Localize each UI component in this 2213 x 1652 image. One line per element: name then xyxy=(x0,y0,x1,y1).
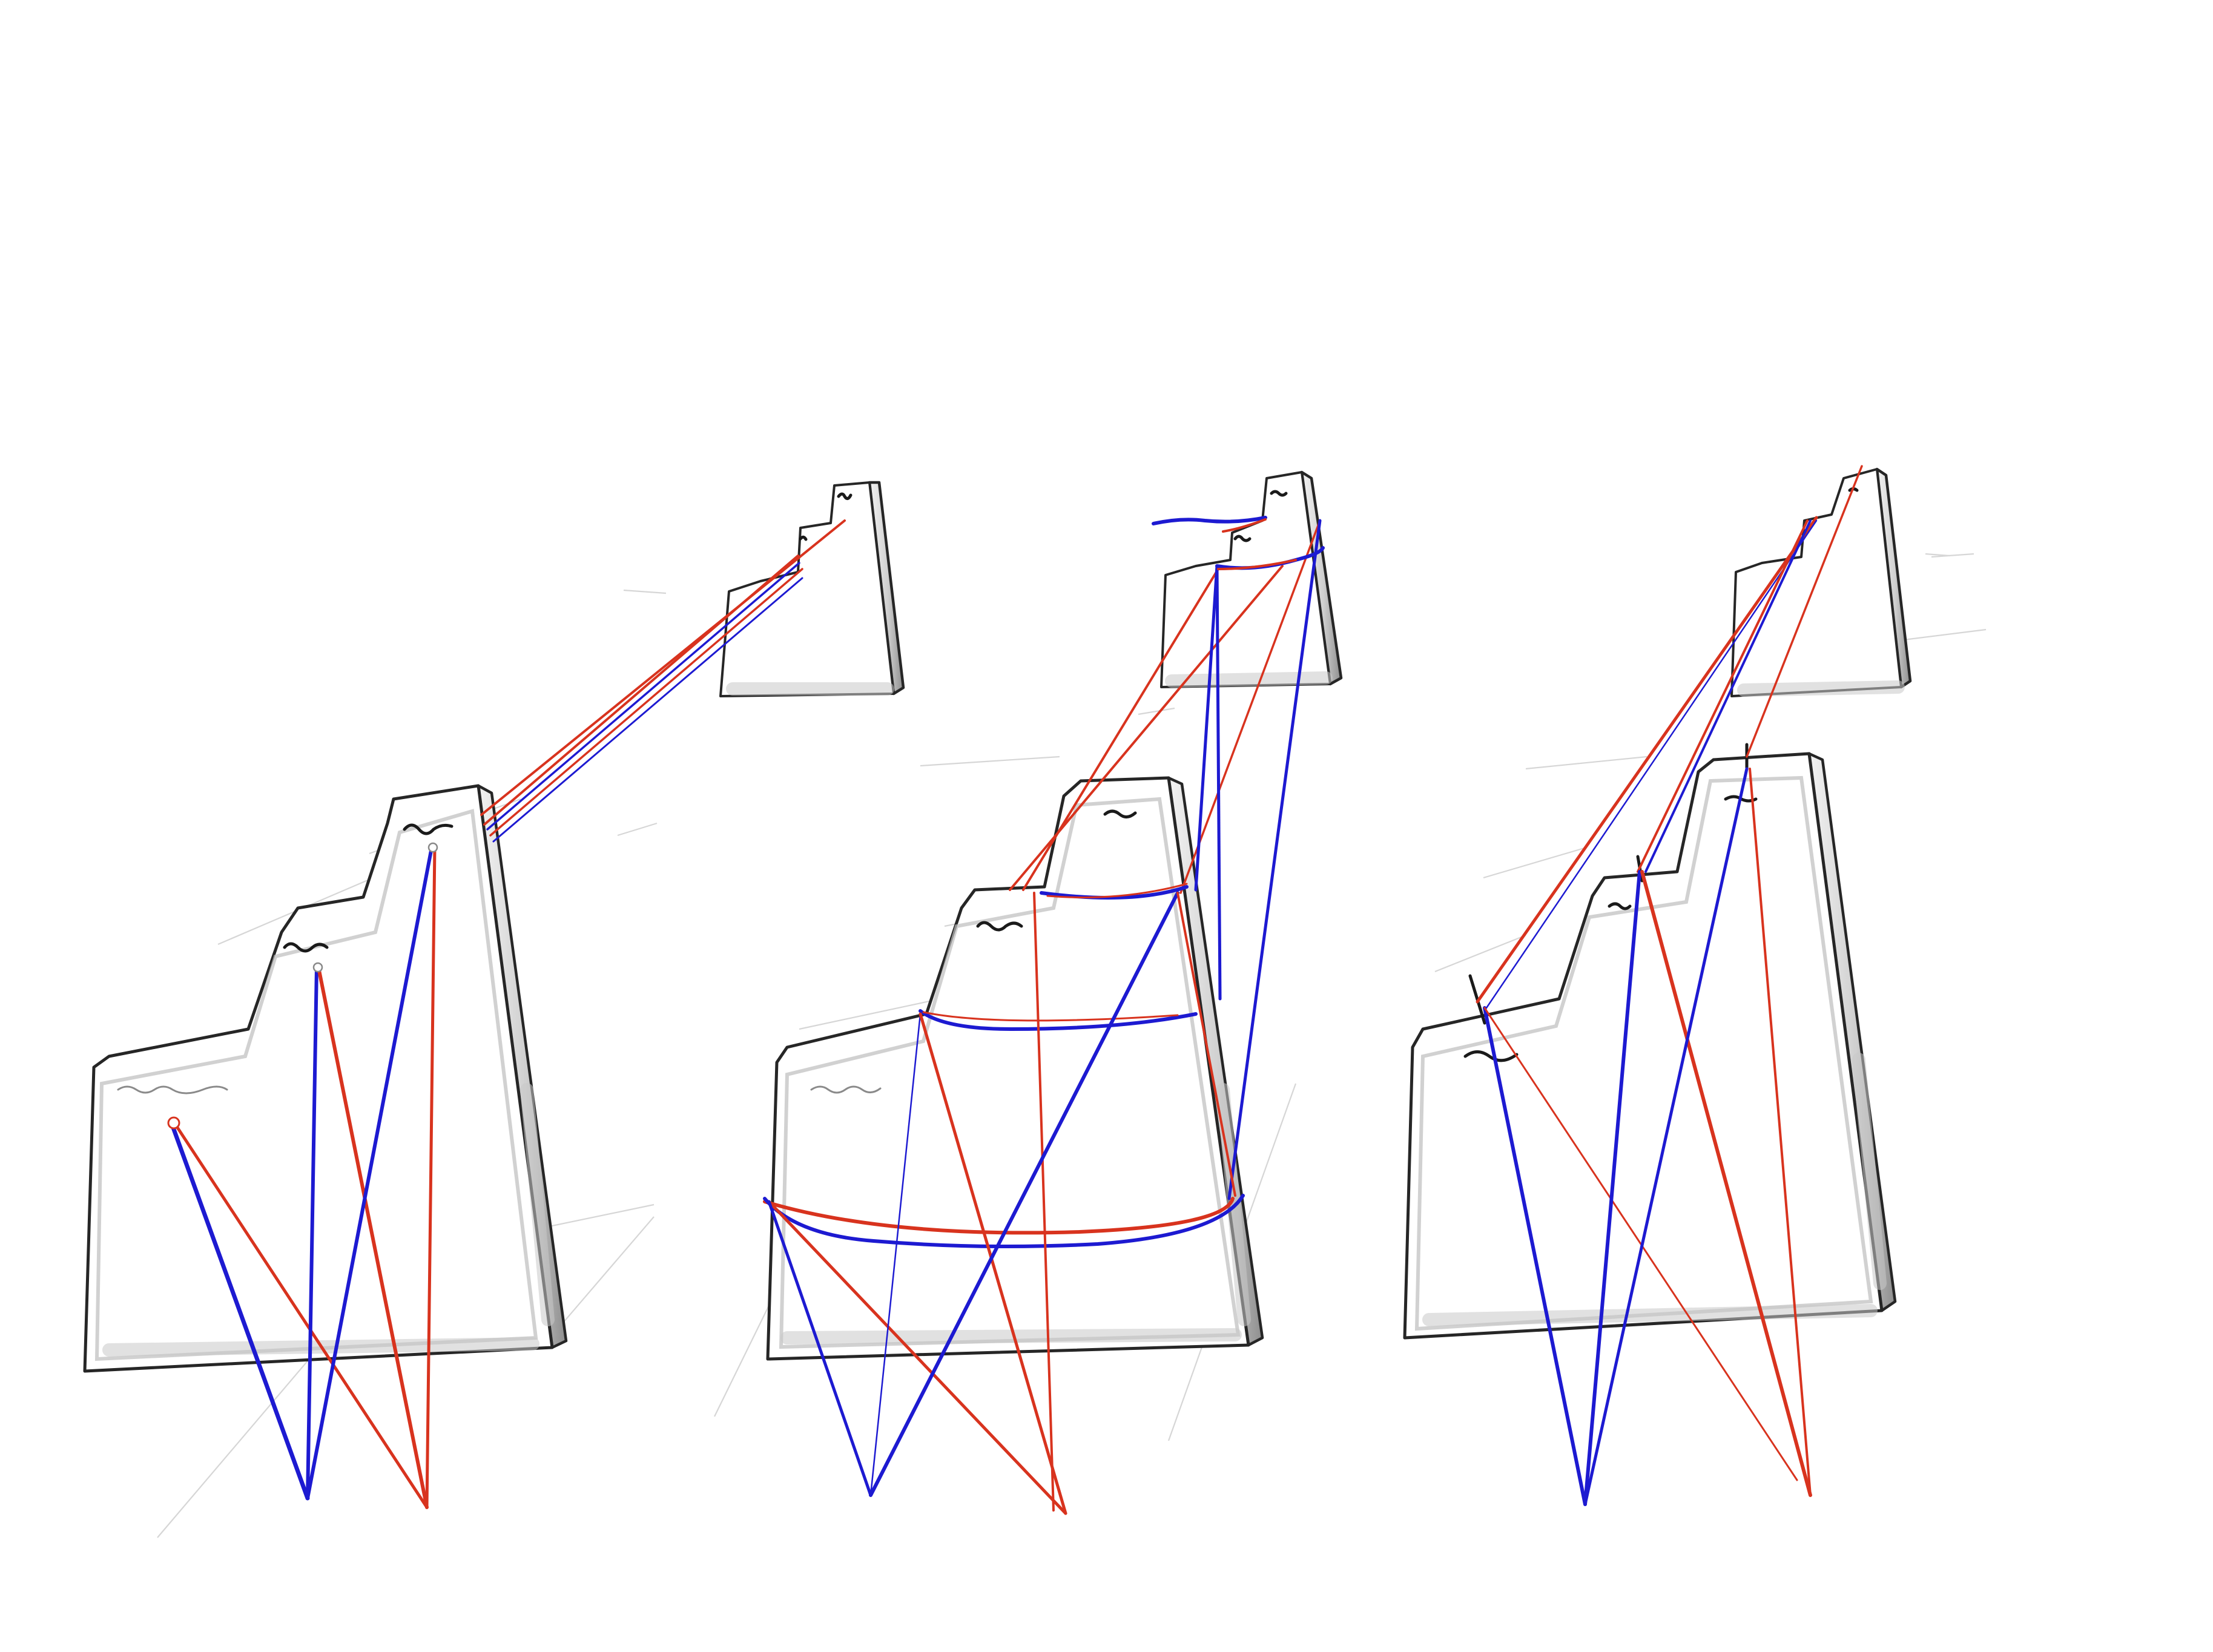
ground-rays-left xyxy=(170,846,437,1509)
rings-middle xyxy=(763,516,1325,1248)
near-block-left xyxy=(83,784,568,1373)
rays-to-far-block xyxy=(480,519,846,843)
rays-to-far-right xyxy=(1476,465,1863,1009)
rays-to-far-middle xyxy=(1009,519,1322,1200)
ground-rays-middle xyxy=(767,891,1236,1515)
far-block-left xyxy=(719,481,905,697)
small-circle-marker xyxy=(167,1116,180,1130)
far-block-right xyxy=(1730,467,1912,697)
near-block-middle xyxy=(766,776,1264,1361)
panel-right xyxy=(1403,465,1912,1506)
panel-left xyxy=(83,481,905,1509)
small-circle-marker xyxy=(312,962,323,973)
far-block-middle xyxy=(1160,470,1343,688)
panel-middle xyxy=(763,470,1343,1515)
small-circle-marker xyxy=(427,842,438,853)
ground-rays-right xyxy=(1483,767,1812,1506)
near-block-right xyxy=(1403,752,1897,1340)
